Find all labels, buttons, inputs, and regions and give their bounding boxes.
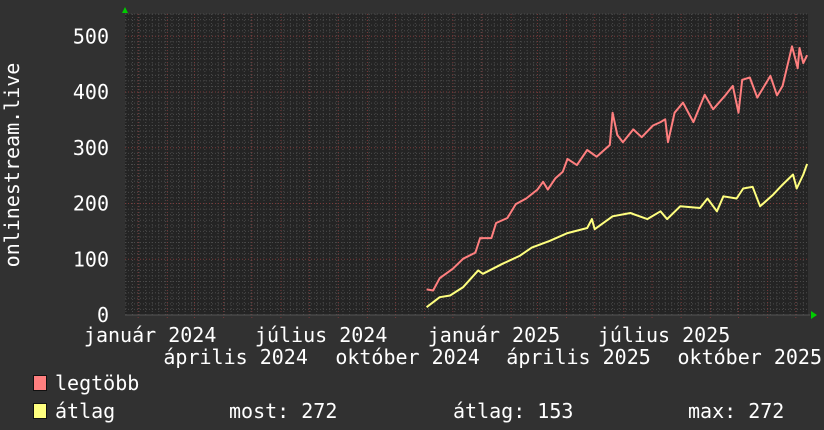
x-tick-label: január 2025 <box>428 323 560 347</box>
y-tick-label: 0 <box>97 303 109 327</box>
x-tick-label: október 2024 <box>335 345 480 368</box>
legend-label: legtöbb <box>55 371 140 395</box>
stat-average: átlag: 153 <box>453 399 574 423</box>
series-line-max <box>426 45 809 292</box>
y-tick-label: 200 <box>73 192 109 216</box>
y-tick-label: 500 <box>73 24 109 48</box>
stat-current: most: 272 <box>229 399 338 423</box>
x-tick-label: április 2024 <box>163 345 308 368</box>
series-line-average <box>425 163 809 308</box>
x-tick-label: január 2024 <box>84 323 216 347</box>
plot-area <box>125 14 808 315</box>
legend-item-max: legtöbb <box>33 371 139 395</box>
x-tick-label: április 2025 <box>506 345 651 368</box>
y-tick-label: 100 <box>73 247 109 271</box>
y-axis-arrow-icon <box>122 7 128 13</box>
x-tick-label: július 2024 <box>255 323 387 347</box>
legend-item-avg: átlag <box>33 399 115 423</box>
legend-swatch-yellow <box>33 403 47 419</box>
y-tick-label: 300 <box>73 136 109 160</box>
y-axis-label: onlinestream.live <box>0 62 24 268</box>
legend-swatch-red <box>33 375 47 391</box>
x-axis-arrow-icon <box>811 311 817 319</box>
x-tick-label: október 2025 <box>678 345 823 368</box>
x-tick-label: július 2025 <box>598 323 730 347</box>
y-tick-label: 400 <box>73 80 109 104</box>
stat-max: max: 272 <box>688 399 785 423</box>
legend-label: átlag <box>55 399 116 423</box>
